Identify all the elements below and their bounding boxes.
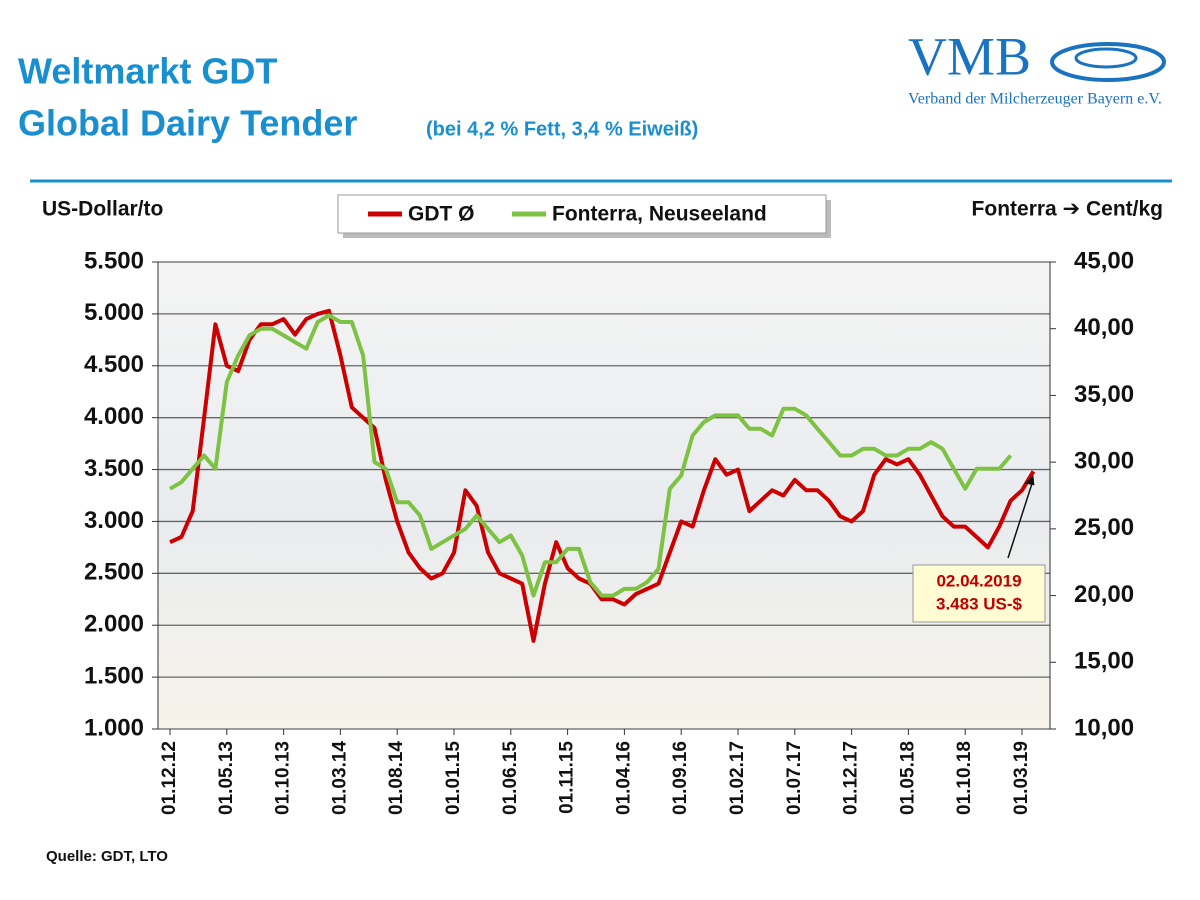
x-tick-label: 01.10.18 <box>954 741 975 815</box>
annotation-arrowhead <box>1024 475 1035 486</box>
plot-area <box>158 262 1050 729</box>
x-tick-label: 01.03.19 <box>1011 741 1032 815</box>
y-tick-label: 1.000 <box>84 714 144 741</box>
logo-subtitle: Verband der Milcherzeuger Bayern e.V. <box>908 91 1162 108</box>
y2-tick-label: 40,00 <box>1074 314 1134 341</box>
x-tick-label: 01.11.15 <box>557 741 578 814</box>
x-tick-label: 01.07.17 <box>784 741 805 815</box>
title-line1: Weltmarkt GDT <box>18 51 277 92</box>
annotation-arrow <box>1007 479 1035 559</box>
y-axis-label: US-Dollar/to <box>42 198 163 221</box>
y2-tick-label: 30,00 <box>1074 447 1134 474</box>
y2-axis-label: Fonterra ➔ Cent/kg <box>972 198 1163 221</box>
y2-tick-label: 35,00 <box>1074 381 1134 408</box>
logo-swirl <box>1074 47 1138 69</box>
annotation-text: 3.483 US-$ <box>936 594 1023 613</box>
y2-tick-label: 10,00 <box>1074 714 1134 741</box>
y-tick-label: 5.000 <box>84 299 144 326</box>
annotation-date: 02.04.2019 <box>936 571 1021 590</box>
legend-label: Fonterra, Neuseeland <box>552 203 767 226</box>
y-tick-label: 1.500 <box>84 662 144 689</box>
title-line2: Global Dairy Tender <box>18 103 357 144</box>
x-tick-label: 01.12.17 <box>841 741 862 815</box>
y2-tick-label: 20,00 <box>1074 581 1134 608</box>
y2-tick-label: 45,00 <box>1074 247 1134 274</box>
series-line <box>168 313 1013 598</box>
x-tick-label: 01.05.13 <box>216 741 237 815</box>
x-tick-label: 01.08.14 <box>386 741 407 815</box>
x-tick-label: 01.12.12 <box>159 741 180 815</box>
x-tick-label: 01.03.14 <box>329 741 350 815</box>
y-tick-label: 2.500 <box>84 559 144 586</box>
y2-tick-label: 25,00 <box>1074 514 1134 541</box>
x-tick-label: 01.04.16 <box>613 741 634 815</box>
series-line <box>169 308 1036 643</box>
legend <box>337 194 827 234</box>
x-tick-label: 01.05.18 <box>897 741 918 815</box>
x-tick-label: 01.02.17 <box>727 741 748 815</box>
y-tick-label: 2.000 <box>84 611 144 638</box>
y-tick-label: 4.500 <box>84 351 144 378</box>
y-tick-label: 3.000 <box>84 507 144 534</box>
x-tick-label: 01.10.13 <box>273 741 294 815</box>
y-tick-label: 4.000 <box>84 403 144 430</box>
source: Quelle: GDT, LTO <box>46 848 168 865</box>
y-tick-label: 5.500 <box>84 247 144 274</box>
title-note: (bei 4,2 % Fett, 3,4 % Eiweiß) <box>426 118 698 140</box>
y2-tick-label: 15,00 <box>1074 648 1134 675</box>
x-tick-label: 01.09.16 <box>670 741 691 815</box>
logo-swirl <box>1050 42 1166 82</box>
logo-name: VMB <box>908 26 1031 86</box>
x-tick-label: 01.01.15 <box>443 741 464 815</box>
y-tick-label: 3.500 <box>84 455 144 482</box>
x-tick-label: 01.06.15 <box>500 741 521 815</box>
annotation-box <box>912 564 1046 623</box>
legend-label: GDT Ø <box>408 203 475 226</box>
